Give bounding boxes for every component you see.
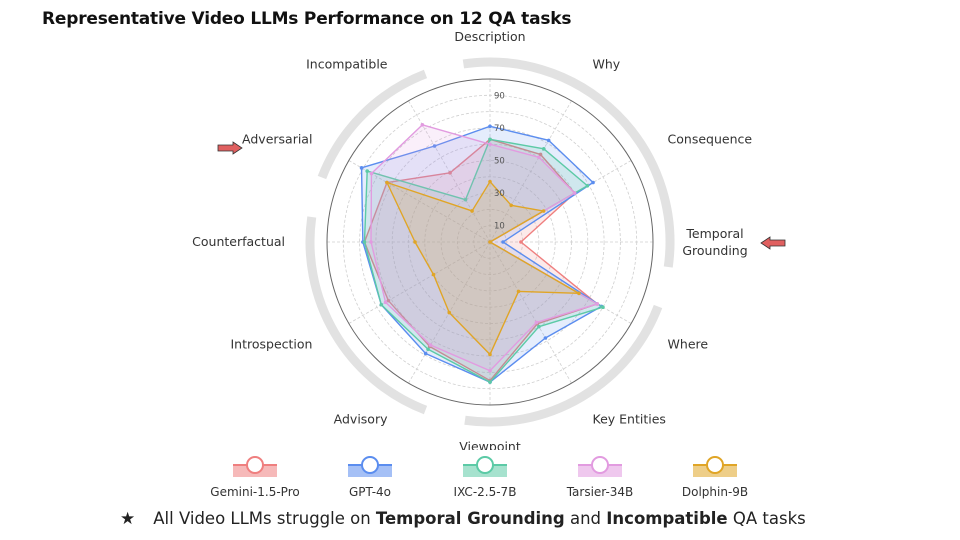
axis-label-where: Where	[668, 337, 709, 352]
legend-swatch-icon	[348, 456, 392, 477]
data-point	[369, 240, 373, 244]
axis-label-incompatible: Incompatible	[306, 56, 388, 71]
footer-text-2: and	[564, 509, 607, 528]
axis-label-consequence: Consequence	[668, 132, 753, 147]
data-point	[413, 240, 417, 244]
data-point	[488, 142, 492, 146]
axis-label-advisory: Advisory	[334, 412, 388, 427]
arrow-right-icon	[217, 141, 243, 155]
data-point	[431, 272, 436, 277]
group-arc	[317, 69, 428, 180]
legend: Gemini-1.5-Pro GPT-4o IXC-2.5-7B Tarsier…	[0, 452, 960, 502]
data-point	[537, 155, 541, 160]
group-arc	[305, 216, 428, 415]
data-point	[359, 166, 364, 170]
data-point	[488, 124, 492, 129]
data-point	[383, 300, 388, 305]
data-point	[447, 310, 452, 315]
legend-swatch-icon	[693, 456, 737, 477]
data-point	[601, 305, 605, 310]
data-point	[362, 240, 367, 244]
legend-item[interactable]: IXC-2.5-7B	[425, 452, 545, 499]
legend-label: GPT-4o	[348, 485, 392, 499]
data-point	[365, 169, 369, 173]
tick-label: 10	[494, 222, 505, 232]
data-point	[423, 351, 428, 356]
axis-label-counterfactual: Counterfactual	[192, 234, 285, 249]
chart-title: Representative Video LLMs Performance on…	[42, 9, 572, 29]
data-point	[577, 291, 581, 296]
legend-swatch-icon	[578, 456, 622, 477]
group-arc	[464, 304, 663, 427]
footer-bold-2: Incompatible	[606, 509, 728, 528]
grid-spoke	[348, 241, 491, 324]
data-point	[448, 171, 452, 175]
data-point	[420, 123, 425, 127]
footer-text-1: All Video LLMs struggle on	[153, 509, 376, 528]
legend-item[interactable]: Tarsier-34B	[540, 452, 660, 499]
legend-swatch-icon	[233, 456, 277, 477]
data-point	[519, 240, 523, 244]
axis-label-description: Description	[454, 29, 525, 44]
group-arc	[462, 57, 675, 268]
axis-label-temporal-grounding: Temporal Grounding	[682, 226, 747, 258]
axis-label-key-entities: Key Entities	[593, 412, 666, 427]
footer-text-3: QA tasks	[727, 509, 806, 528]
legend-label: Gemini-1.5-Pro	[210, 485, 300, 499]
data-point	[488, 352, 492, 357]
data-point	[538, 152, 543, 157]
data-point	[488, 179, 492, 184]
data-point	[432, 144, 437, 148]
axis-label-introspection: Introspection	[230, 337, 312, 352]
legend-item[interactable]: Dolphin-9B	[655, 452, 775, 499]
data-point	[541, 147, 546, 151]
data-point	[428, 343, 433, 347]
legend-item[interactable]: GPT-4o	[310, 452, 430, 499]
tick-label: 50	[494, 157, 505, 167]
tick-label: 70	[494, 124, 505, 134]
data-point	[546, 138, 551, 143]
data-point	[543, 336, 548, 340]
data-point	[572, 191, 577, 195]
data-point	[379, 302, 384, 307]
footer-note: ★ All Video LLMs struggle on Temporal Gro…	[120, 509, 806, 529]
footer-bold-1: Temporal Grounding	[375, 509, 565, 528]
tick-label: 30	[494, 189, 505, 199]
axis-label-why: Why	[593, 56, 621, 71]
grid-spoke	[489, 241, 572, 384]
radar-chart: 10 30 50 70 90 Description Why Consequence Tempo…	[192, 29, 786, 450]
data-point	[488, 368, 492, 373]
tick-label: 90	[494, 91, 505, 101]
data-point	[585, 183, 590, 188]
grid-circle	[440, 192, 540, 292]
data-point	[488, 137, 492, 142]
star-icon: ★	[120, 509, 136, 529]
data-point	[595, 302, 600, 306]
data-point	[591, 180, 595, 185]
data-point	[385, 180, 389, 185]
data-point	[509, 203, 513, 208]
data-point	[426, 347, 430, 352]
data-point	[516, 289, 521, 294]
data-point	[386, 298, 391, 303]
legend-item[interactable]: Gemini-1.5-Pro	[195, 452, 315, 499]
legend-label: Dolphin-9B	[681, 485, 749, 499]
data-point	[537, 324, 541, 329]
axis-label-viewpoint: Viewpoint	[459, 439, 521, 450]
data-point	[501, 240, 505, 244]
data-point	[541, 209, 546, 213]
legend-swatch-icon	[463, 456, 507, 477]
data-point	[470, 209, 474, 213]
data-point	[534, 320, 539, 325]
legend-label: IXC-2.5-7B	[453, 485, 517, 499]
axis-label-adversarial: Adversarial	[242, 132, 312, 147]
grid-spoke	[489, 100, 572, 243]
data-point	[369, 171, 374, 176]
data-point	[463, 197, 468, 202]
data-point	[488, 380, 492, 384]
arrow-left-icon	[760, 236, 786, 250]
legend-label: Tarsier-34B	[566, 485, 634, 499]
data-point	[488, 240, 492, 244]
outer-circle	[326, 78, 654, 406]
